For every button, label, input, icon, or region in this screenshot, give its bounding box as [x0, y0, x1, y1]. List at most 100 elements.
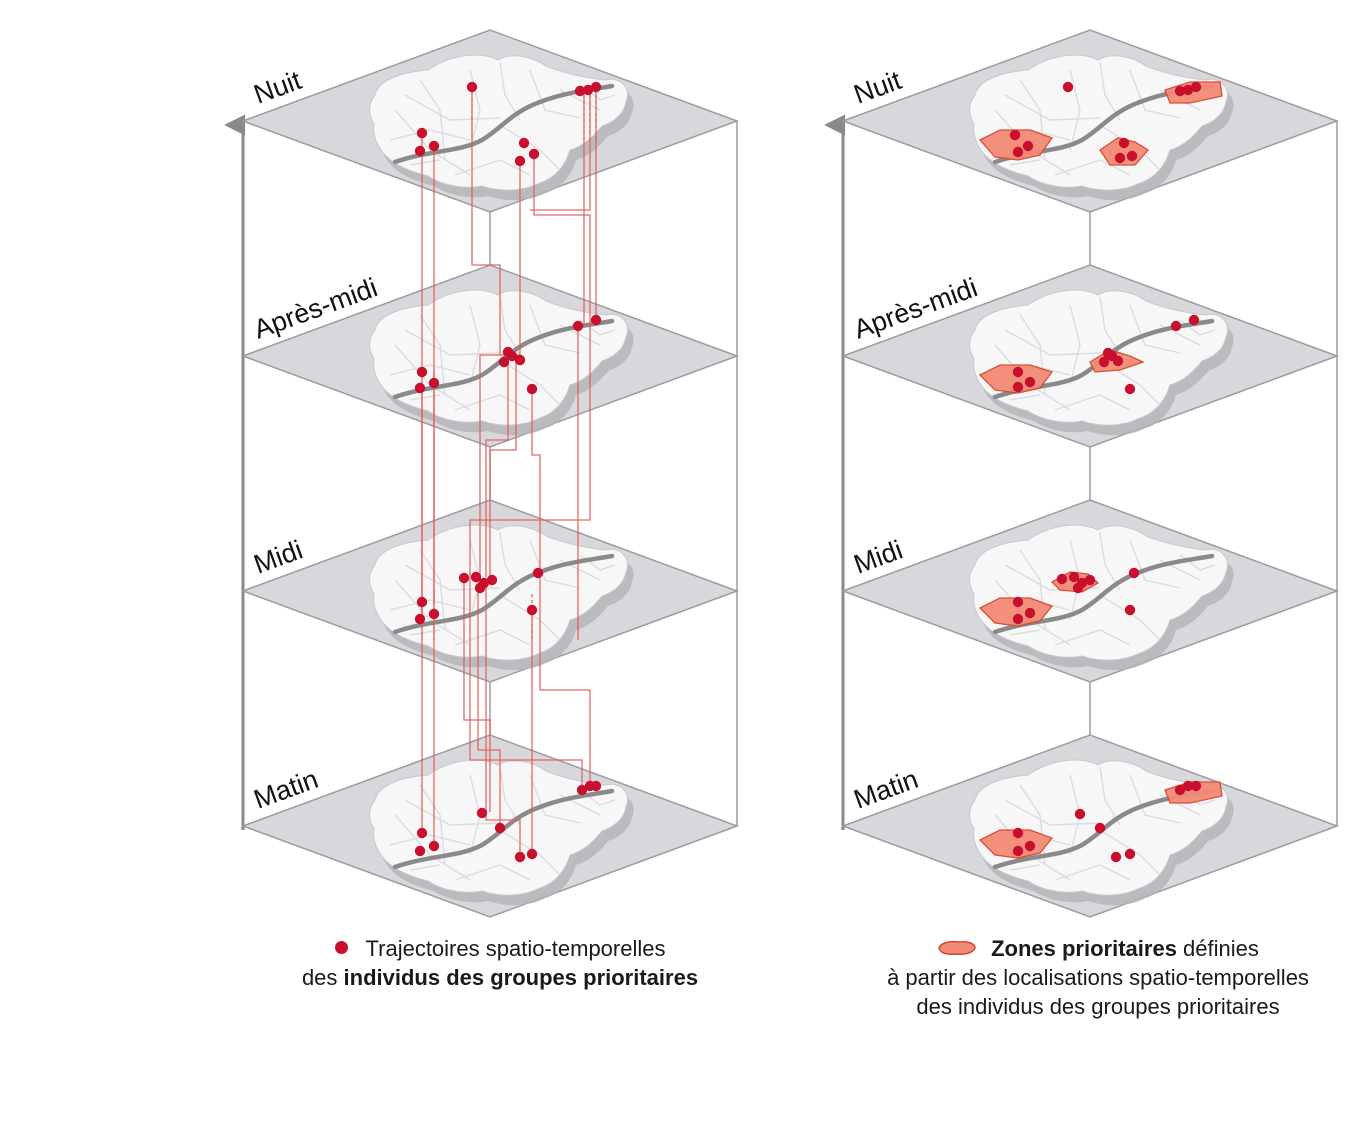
- location-point: [1124, 604, 1136, 616]
- street: [469, 304, 481, 386]
- street: [1099, 531, 1121, 591]
- street: [529, 304, 581, 354]
- location-point: [1128, 567, 1140, 579]
- location-point: [532, 567, 544, 579]
- location-point: [1174, 784, 1186, 796]
- street: [404, 799, 501, 826]
- location-point: [1024, 376, 1036, 388]
- location-point: [1068, 571, 1080, 583]
- street: [1009, 159, 1041, 166]
- legend-zones-line1: Zones prioritaires définies: [838, 934, 1358, 963]
- priority-zone: [978, 129, 1054, 161]
- location-point: [1012, 596, 1024, 608]
- location-point: [1188, 314, 1200, 326]
- location-point: [1098, 356, 1110, 368]
- street: [419, 549, 446, 631]
- location-point: [1012, 845, 1024, 857]
- legend-trajectories-text1: Trajectoires spatio-temporelles: [365, 936, 666, 961]
- trajectory-line: [485, 583, 521, 857]
- city-map: [969, 524, 1228, 661]
- right-map-2: [969, 524, 1234, 671]
- location-point: [428, 377, 440, 389]
- point-icon: [334, 941, 348, 954]
- location-point: [1072, 582, 1084, 594]
- street: [389, 364, 471, 376]
- location-point: [1062, 81, 1074, 93]
- location-point: [1110, 851, 1122, 863]
- trajectory-line: [530, 90, 591, 211]
- location-point: [1170, 320, 1182, 332]
- street: [404, 94, 501, 121]
- street: [454, 864, 531, 881]
- right-points-3: [1012, 780, 1202, 863]
- street: [389, 599, 471, 611]
- legend-zones: Zones prioritaires définies à partir des…: [838, 934, 1358, 1021]
- location-point: [428, 140, 440, 152]
- location-point: [1126, 150, 1138, 162]
- street: [1009, 629, 1041, 636]
- street: [419, 314, 446, 396]
- location-point: [590, 81, 602, 93]
- legend-trajectories: Trajectoires spatio-temporelles des indi…: [250, 934, 750, 992]
- location-point: [1074, 808, 1086, 820]
- location-point: [1174, 85, 1186, 97]
- legend-trajectories-bold: individus des groupes prioritaires: [343, 965, 699, 990]
- location-point: [1056, 573, 1068, 585]
- location-point: [1009, 129, 1021, 141]
- street: [1054, 394, 1131, 411]
- street: [419, 784, 446, 866]
- legend-trajectories-prefix: des: [301, 965, 344, 990]
- left-points-1: [414, 314, 602, 395]
- trajectory-line: [471, 88, 501, 355]
- location-point: [526, 383, 538, 395]
- location-point: [1024, 607, 1036, 619]
- river: [392, 553, 615, 635]
- location-point: [1012, 366, 1024, 378]
- location-point: [518, 137, 530, 149]
- location-point: [428, 608, 440, 620]
- legend-zones-line3: des individus des groupes prioritaires: [916, 994, 1280, 1019]
- street: [1129, 774, 1181, 824]
- location-point: [1190, 81, 1202, 93]
- street: [1129, 69, 1181, 119]
- location-point: [1012, 613, 1024, 625]
- left-points-2: [414, 567, 544, 625]
- trajectory-line: [469, 155, 591, 790]
- location-point: [1190, 780, 1202, 792]
- street: [409, 159, 441, 166]
- location-point: [416, 127, 428, 139]
- location-point: [1084, 574, 1096, 586]
- right-zones-3: [978, 781, 1223, 859]
- street: [1069, 69, 1081, 151]
- priority-zone: [978, 364, 1054, 394]
- location-point: [502, 346, 514, 358]
- location-point: [514, 155, 526, 167]
- right-points-1: [1012, 314, 1200, 395]
- left-points-3: [414, 780, 602, 863]
- location-point: [416, 596, 428, 608]
- street: [409, 394, 441, 401]
- location-point: [514, 851, 526, 863]
- street: [1099, 296, 1121, 356]
- location-point: [414, 613, 426, 625]
- street: [499, 124, 561, 171]
- legend-trajectories-line1: Trajectoires spatio-temporelles: [250, 934, 750, 963]
- location-point: [498, 356, 510, 368]
- location-point: [474, 582, 486, 594]
- location-point: [458, 572, 470, 584]
- location-point: [1012, 381, 1024, 393]
- location-point: [428, 840, 440, 852]
- location-point: [1012, 827, 1024, 839]
- location-point: [590, 780, 602, 792]
- right-points-2: [1012, 567, 1140, 625]
- location-point: [1182, 84, 1194, 96]
- street: [404, 329, 501, 356]
- right-zones-0: [978, 81, 1223, 166]
- street: [409, 629, 441, 636]
- street: [1004, 329, 1101, 356]
- location-point: [414, 382, 426, 394]
- location-point: [1024, 840, 1036, 852]
